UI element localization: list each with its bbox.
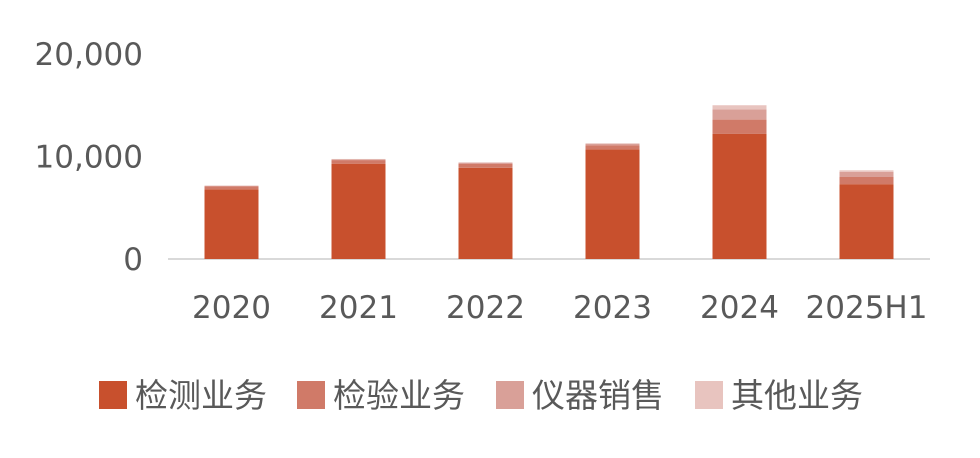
legend: 检测业务 检验业务 仪器销售 其他业务 [99,376,863,415]
bar-segment [331,163,386,259]
bar-segment [204,185,259,187]
bar-segment [585,145,640,150]
legend-label: 检验业务 [333,376,465,415]
x-axis-labels: 2020 2021 2022 2023 2024 2025H1 [192,290,927,326]
legend-swatch [297,381,325,409]
bar-segment [458,167,513,259]
bar-segment [839,177,894,185]
bar-segment [712,109,767,120]
bar-segment [458,163,513,168]
bar-segment [839,184,894,259]
bar-segment [712,105,767,110]
legend-swatch [496,381,524,409]
x-tick-label: 2021 [319,290,398,326]
x-tick-label: 2025H1 [806,290,928,326]
bar-segment [839,171,894,177]
legend-swatch [695,381,723,409]
bar-segment [712,119,767,134]
bars-group [204,105,894,259]
legend-label: 仪器销售 [532,376,664,415]
bar-segment [204,186,259,190]
bar-segment [331,160,386,164]
x-tick-label: 2022 [446,290,525,326]
x-tick-label: 2023 [573,290,652,326]
y-tick-label: 20,000 [35,37,143,73]
x-tick-label: 2020 [192,290,271,326]
legend-swatch [99,381,127,409]
bar-segment [839,170,894,172]
bar-segment [204,189,259,259]
x-tick-label: 2024 [700,290,779,326]
y-tick-label: 10,000 [35,140,143,176]
y-axis-labels: 0 10,000 20,000 [35,37,143,278]
legend-label: 其他业务 [731,376,863,415]
bar-segment [585,143,640,146]
bar-segment [585,149,640,259]
y-tick-label: 0 [123,242,143,278]
legend-label: 检测业务 [135,376,267,415]
bar-segment [458,162,513,164]
bar-segment [712,133,767,259]
bar-segment [331,159,386,161]
